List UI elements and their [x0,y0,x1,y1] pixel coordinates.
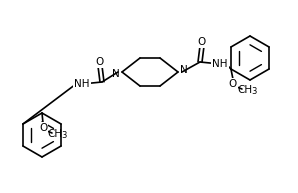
Text: N: N [180,65,188,75]
Text: NH: NH [212,59,228,69]
Text: NH: NH [74,79,90,89]
Text: O: O [229,79,237,89]
Text: O: O [39,123,47,133]
Text: O: O [96,57,104,67]
Text: CH: CH [238,85,252,95]
Text: O: O [198,37,206,47]
Text: 3: 3 [61,131,67,141]
Text: 3: 3 [251,87,257,96]
Text: N: N [112,69,120,79]
Text: CH: CH [47,129,63,139]
